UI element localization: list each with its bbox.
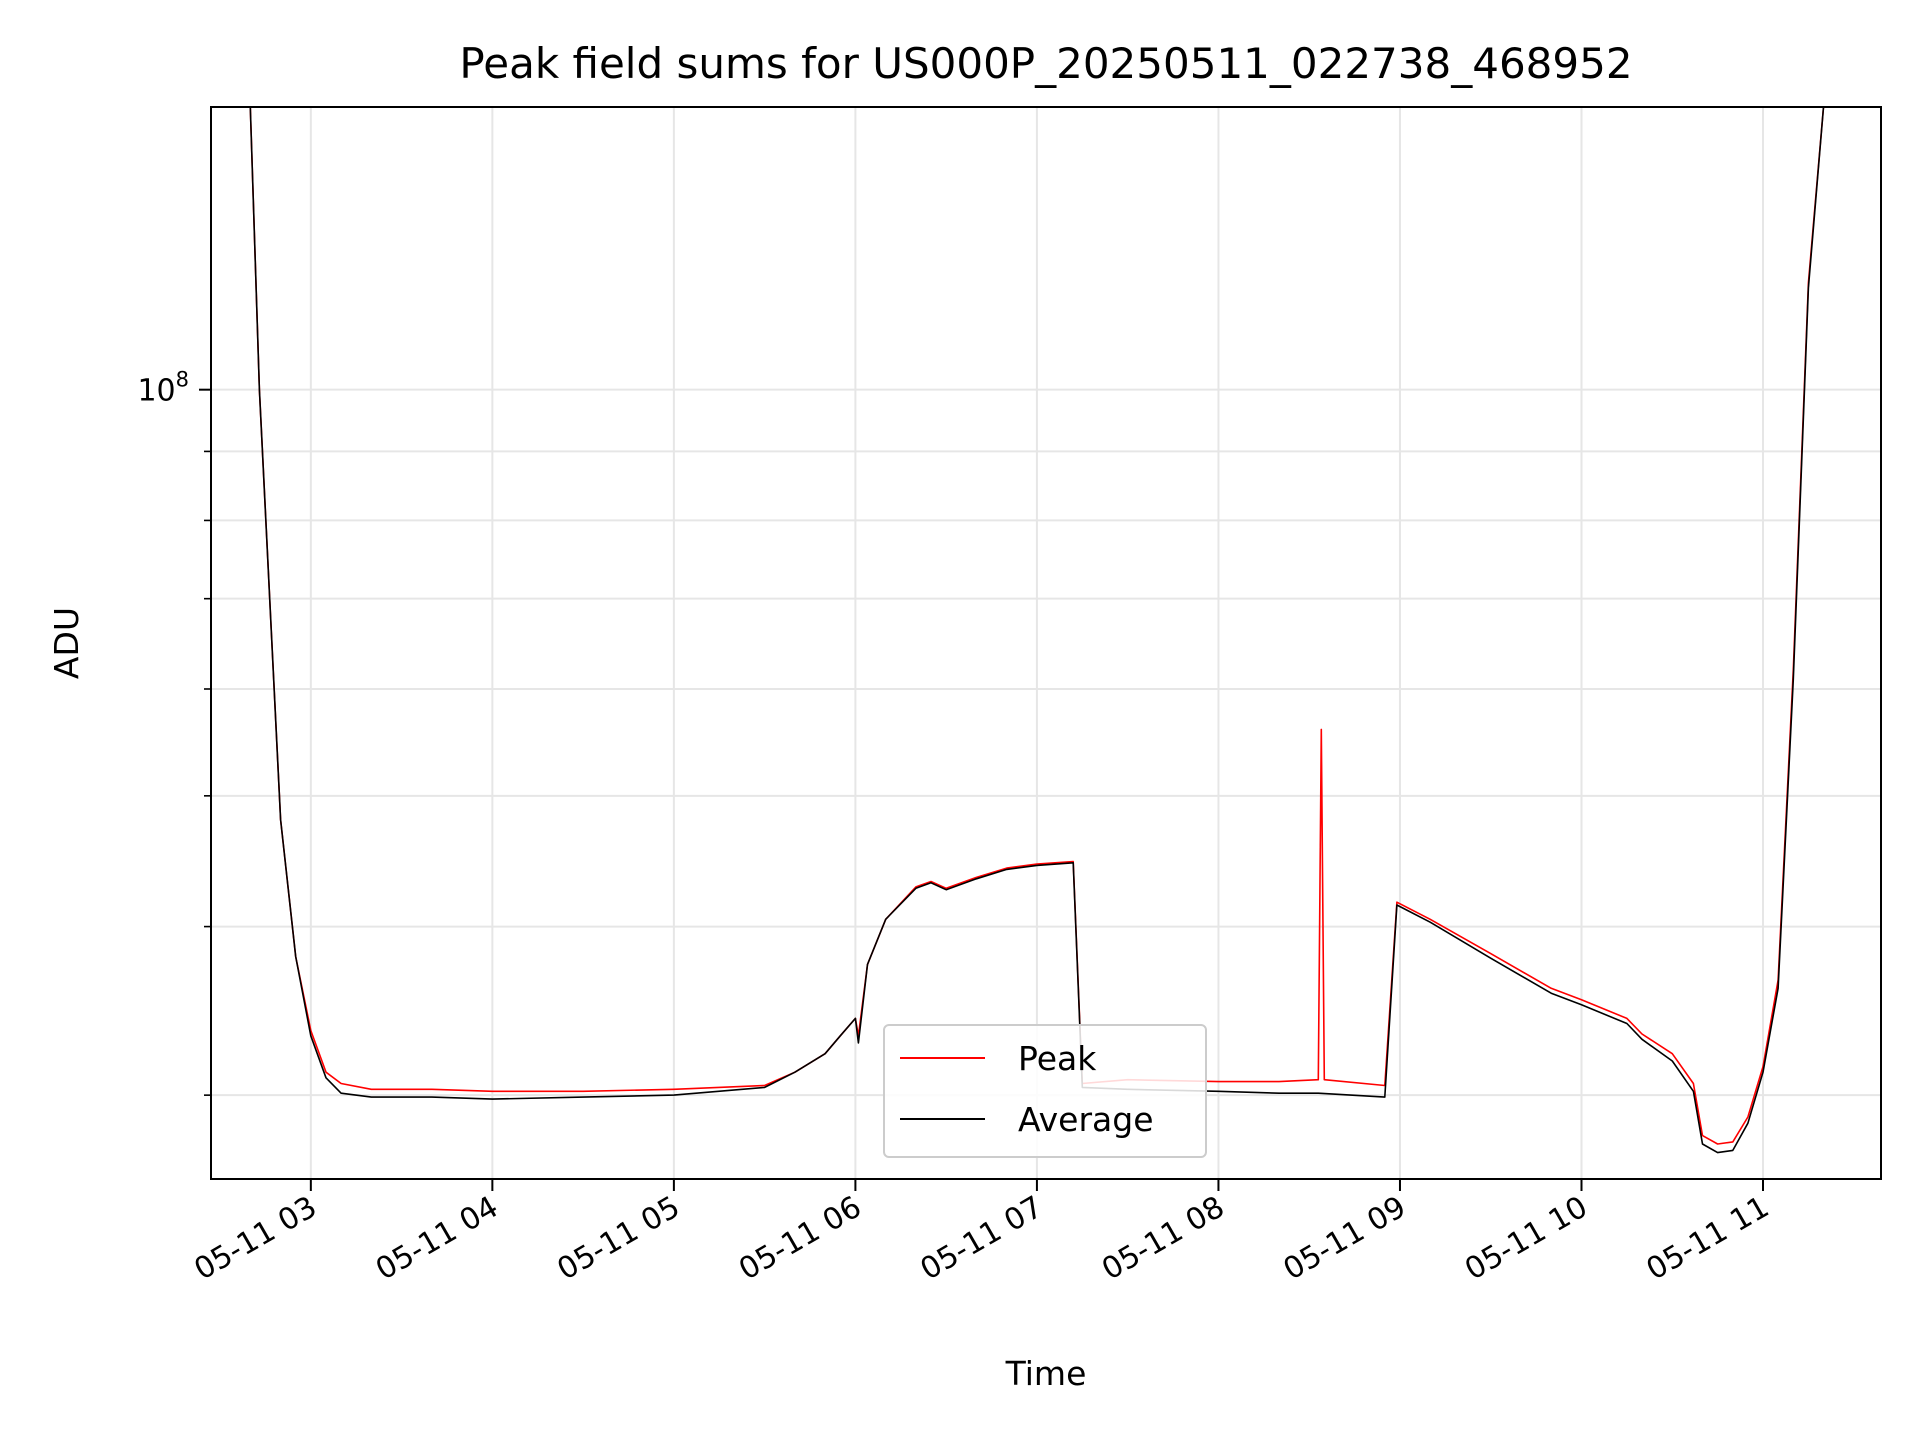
- x-axis: 05-11 03 05-11 04 05-11 05 05-11 06 05-11 07…: [189, 1179, 1775, 1287]
- legend-label-peak: Peak: [1018, 1039, 1097, 1078]
- series-line-peak: [211, 106, 1881, 1145]
- x-tick-label: 05-11 06: [733, 1190, 867, 1288]
- grid-lines: [211, 107, 1881, 1179]
- chart-title: Peak field sums for US000P_20250511_0227…: [459, 39, 1632, 88]
- legend: Peak Average: [883, 1024, 1207, 1158]
- legend-label-average: Average: [1018, 1100, 1154, 1139]
- x-axis-label: Time: [1005, 1354, 1087, 1393]
- x-tick-label: 05-11 05: [552, 1190, 686, 1288]
- x-tick-label: 05-11 11: [1641, 1190, 1775, 1288]
- plot-frame: [210, 106, 1882, 1180]
- x-tick-label: 05-11 03: [189, 1190, 323, 1288]
- x-tick-label: 05-11 04: [370, 1190, 504, 1288]
- y-tick-label: 108: [137, 368, 189, 409]
- y-axis-label: ADU: [47, 607, 86, 679]
- x-tick-label: 05-11 09: [1278, 1190, 1412, 1288]
- x-tick-label: 05-11 10: [1459, 1190, 1593, 1288]
- y-axis: 108: [137, 368, 211, 1096]
- x-tick-label: 05-11 07: [915, 1190, 1049, 1288]
- x-tick-label: 05-11 08: [1096, 1190, 1230, 1288]
- plot-lines: [211, 106, 1881, 1154]
- series-line-average: [211, 106, 1881, 1154]
